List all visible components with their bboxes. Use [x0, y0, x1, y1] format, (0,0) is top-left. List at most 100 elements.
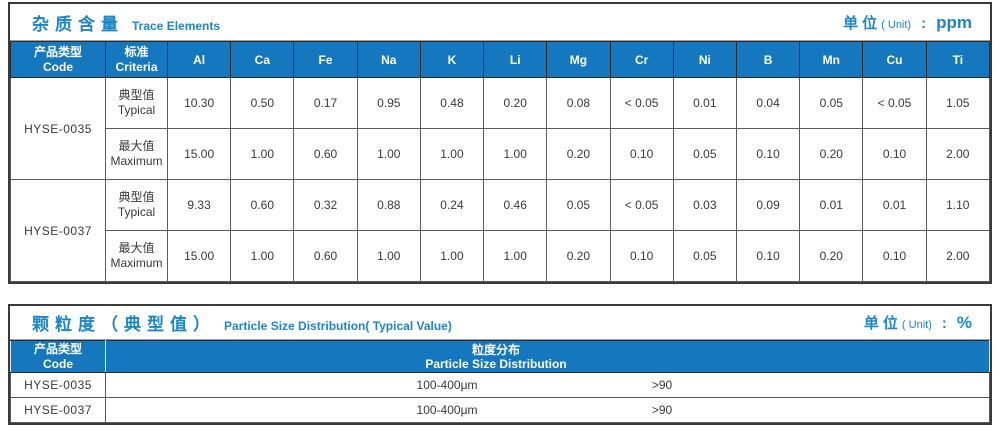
value-cell: 0.04 [735, 77, 801, 129]
table-row: HYSE-0035 典型值 Typical 10.30 0.50 0.17 0.… [10, 77, 991, 180]
value-cell: 1.00 [230, 230, 295, 282]
value-cell: 0.01 [862, 179, 927, 231]
header-distribution-en: Particle Size Distribution [425, 356, 567, 371]
size-percentage: >90 [651, 378, 673, 392]
value-cell: < 0.05 [862, 77, 927, 129]
value-cell: 0.60 [230, 179, 295, 231]
particle-size-titlebar: 颗粒度（典型值） Particle Size Distribution( Typ… [10, 306, 990, 340]
unit-indicator: 单位 ( Unit) : ppm [843, 12, 972, 33]
criteria-zh: 典型值 [118, 190, 155, 204]
unit-label-en: ( Unit) [901, 319, 932, 331]
trace-elements-section: 杂质含量 Trace Elements 单位 ( Unit) : ppm 产品类… [8, 2, 992, 284]
unit-label-zh: 单位 [843, 14, 882, 32]
table-row: 最大值 Maximum 15.00 1.00 0.60 1.00 1.00 1.… [11, 128, 991, 180]
value-cell: 0.05 [672, 128, 737, 180]
unit-label-en: ( Unit) [881, 18, 912, 31]
unit-value: % [956, 313, 972, 332]
header-element-ni: Ni [672, 41, 737, 78]
particle-size-section: 颗粒度（典型值） Particle Size Distribution( Typ… [8, 304, 992, 425]
value-cell: 0.20 [799, 128, 864, 180]
table-row: HYSE-0037 100-400μm >90 [10, 397, 990, 423]
value-cell: 0.05 [799, 77, 864, 129]
unit-value: ppm [936, 12, 972, 32]
header-row: 产品类型 Code 标准 Criteria Al Ca Fe Na K Li M… [10, 41, 991, 78]
product-code-cell: HYSE-0035 [10, 77, 106, 180]
criteria-cell-maximum: 最大值 Maximum [105, 128, 168, 180]
value-cell: 0.60 [293, 128, 358, 180]
criteria-cell-maximum: 最大值 Maximum [105, 230, 168, 282]
header-particle-size-distribution: 粒度分布 Particle Size Distribution [105, 340, 990, 373]
value-cell: 1.00 [419, 128, 485, 180]
value-cell: 0.20 [546, 128, 611, 180]
header-product-code-zh: 产品类型 [33, 44, 82, 59]
value-cell: 9.33 [166, 179, 232, 231]
value-cell: 0.88 [356, 179, 421, 231]
header-product-code-en: Code [43, 59, 73, 74]
value-cell: 1.00 [483, 230, 548, 282]
section-title: 颗粒度（典型值） Particle Size Distribution( Typ… [32, 310, 452, 335]
header-row: 产品类型 Code 粒度分布 Particle Size Distributio… [10, 340, 990, 373]
value-cell: 0.01 [672, 77, 737, 129]
value-cell: 0.10 [735, 128, 801, 180]
value-cell: < 0.05 [609, 179, 674, 231]
product-code-cell: HYSE-0037 [10, 179, 106, 282]
value-cell: 0.08 [546, 77, 611, 129]
value-cell: 0.20 [546, 230, 611, 282]
product-code-cell: HYSE-0035 [10, 372, 106, 398]
product-code-cell: HYSE-0037 [10, 397, 106, 423]
unit-colon: : [941, 315, 947, 332]
distribution-cell: 100-400μm >90 [105, 397, 990, 423]
criteria-en: Maximum [110, 256, 163, 270]
value-cell: 2.00 [925, 230, 991, 282]
unit-colon: : [921, 14, 927, 32]
header-element-ti: Ti [925, 41, 991, 78]
criteria-zh: 最大值 [118, 139, 155, 153]
size-percentage: >90 [651, 403, 673, 417]
header-criteria-zh: 标准 [124, 44, 149, 59]
header-product-code-zh: 产品类型 [33, 341, 82, 356]
size-range: 100-400μm [416, 378, 478, 392]
value-cell: 0.20 [483, 77, 548, 129]
criteria-zh: 最大值 [118, 241, 155, 255]
value-cell: 15.00 [166, 128, 232, 180]
value-cell: 0.24 [419, 179, 485, 231]
criteria-cell-typical: 典型值 Typical [105, 179, 168, 231]
unit-indicator: 单位 ( Unit) : % [864, 312, 972, 333]
value-cell: 0.95 [356, 77, 421, 129]
value-cell: 0.10 [862, 230, 927, 282]
header-element-cr: Cr [609, 41, 674, 78]
section-title-zh: 杂质含量 [32, 14, 124, 34]
unit-label-zh: 单位 [863, 315, 902, 332]
table-row: HYSE-0037 典型值 Typical 9.33 0.60 0.32 0.8… [10, 179, 991, 282]
distribution-cell: 100-400μm >90 [105, 372, 990, 398]
header-element-ca: Ca [230, 41, 295, 78]
value-cell: 1.00 [483, 128, 548, 180]
criteria-en: Maximum [110, 154, 163, 168]
value-cell: 0.01 [799, 179, 864, 231]
header-element-b: B [735, 41, 801, 78]
header-criteria-en: Criteria [115, 59, 158, 74]
header-criteria: 标准 Criteria [105, 41, 168, 78]
criteria-cell-typical: 典型值 Typical [105, 77, 168, 129]
header-element-mn: Mn [799, 41, 864, 78]
value-cell: 15.00 [166, 230, 232, 282]
value-cell: 0.03 [672, 179, 737, 231]
value-cell: 0.50 [230, 77, 295, 129]
value-cell: 0.10 [862, 128, 927, 180]
value-cell: 1.00 [230, 128, 295, 180]
criteria-en: Typical [117, 205, 156, 219]
criteria-zh: 典型值 [118, 88, 155, 102]
header-element-li: Li [483, 41, 548, 78]
value-cell: 0.17 [293, 77, 358, 129]
header-distribution-zh: 粒度分布 [471, 342, 520, 357]
header-element-mg: Mg [546, 41, 611, 78]
value-cell: 0.10 [609, 128, 674, 180]
value-cell: 1.10 [925, 179, 991, 231]
particle-size-table: 产品类型 Code 粒度分布 Particle Size Distributio… [10, 340, 990, 423]
section-title-en: Trace Elements [132, 18, 221, 33]
header-product-code-en: Code [43, 356, 73, 371]
value-cell: 0.05 [672, 230, 737, 282]
header-element-al: Al [166, 41, 232, 78]
value-cell: 1.00 [356, 230, 421, 282]
